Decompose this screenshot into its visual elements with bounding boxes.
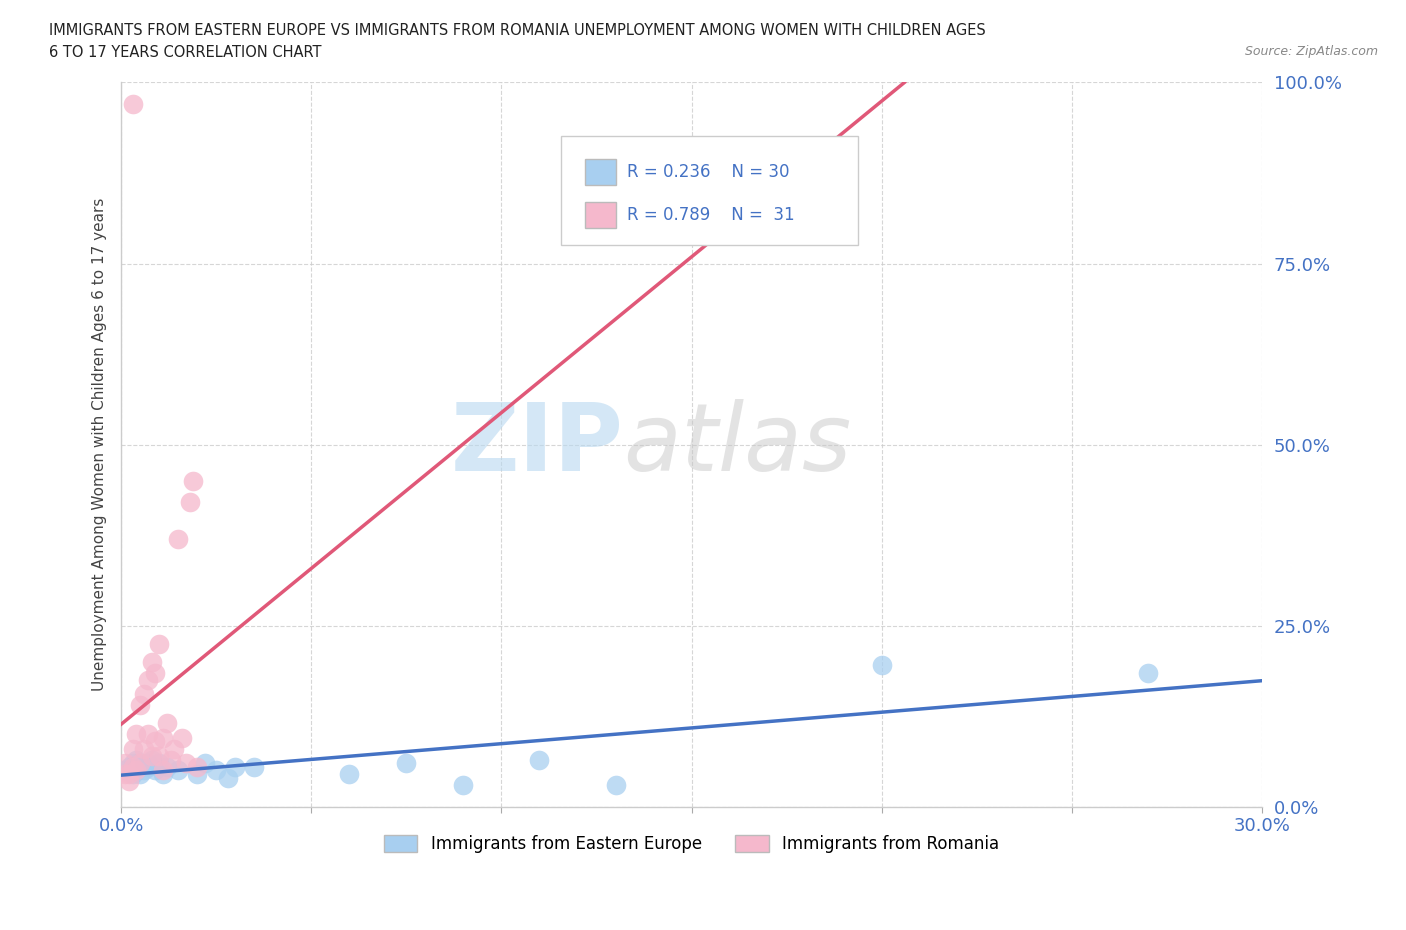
Legend: Immigrants from Eastern Europe, Immigrants from Romania: Immigrants from Eastern Europe, Immigran… [377, 829, 1005, 860]
Point [152, 766, 174, 781]
Point [121, 760, 143, 775]
Point [159, 752, 181, 767]
Point [148, 756, 170, 771]
Point [141, 749, 163, 764]
Point [136, 672, 159, 687]
Point [121, 756, 143, 771]
Text: atlas: atlas [623, 399, 852, 490]
Point [156, 760, 179, 775]
Point [114, 766, 136, 781]
Point [121, 766, 143, 781]
Point [870, 658, 893, 673]
Point [136, 760, 159, 775]
Point [129, 698, 152, 712]
Point [145, 665, 167, 680]
Point [118, 774, 141, 789]
Point [125, 752, 148, 767]
Point [148, 749, 170, 764]
Point [118, 766, 141, 781]
Point [186, 766, 208, 781]
Point [1136, 665, 1159, 680]
Point [129, 756, 152, 771]
Point [605, 777, 627, 792]
Text: R = 0.236    N = 30: R = 0.236 N = 30 [627, 164, 790, 181]
Point [114, 756, 136, 771]
Point [179, 495, 201, 510]
Point [453, 777, 475, 792]
Point [224, 760, 246, 775]
Text: 6 TO 17 YEARS CORRELATION CHART: 6 TO 17 YEARS CORRELATION CHART [49, 45, 322, 60]
Text: Source: ZipAtlas.com: Source: ZipAtlas.com [1244, 45, 1378, 58]
Point [145, 734, 167, 749]
Point [170, 730, 193, 745]
Point [125, 727, 148, 742]
Point [167, 531, 190, 546]
Text: ZIP: ZIP [450, 399, 623, 490]
Point [141, 655, 163, 670]
Point [529, 752, 551, 767]
Point [136, 727, 159, 742]
Point [152, 763, 174, 777]
Y-axis label: Unemployment Among Women with Children Ages 6 to 17 years: Unemployment Among Women with Children A… [93, 198, 107, 691]
Point [132, 687, 155, 702]
Point [132, 763, 155, 777]
Point [148, 636, 170, 651]
Point [174, 756, 197, 771]
Point [243, 760, 266, 775]
Point [141, 752, 163, 767]
Point [132, 741, 155, 756]
Point [163, 741, 186, 756]
Point [129, 766, 152, 781]
Point [125, 763, 148, 777]
Point [145, 763, 167, 777]
Point [395, 756, 418, 771]
Point [121, 741, 143, 756]
Point [337, 766, 360, 781]
Point [194, 756, 217, 771]
Point [129, 760, 152, 775]
Point [217, 770, 239, 785]
Text: IMMIGRANTS FROM EASTERN EUROPE VS IMMIGRANTS FROM ROMANIA UNEMPLOYMENT AMONG WOM: IMMIGRANTS FROM EASTERN EUROPE VS IMMIGR… [49, 23, 986, 38]
Point [125, 763, 148, 777]
Point [118, 760, 141, 775]
Point [152, 730, 174, 745]
Point [205, 763, 228, 777]
Point [167, 763, 190, 777]
Point [183, 473, 205, 488]
Point [186, 760, 208, 775]
Point [121, 97, 143, 112]
Point [136, 756, 159, 771]
Text: R = 0.789    N =  31: R = 0.789 N = 31 [627, 206, 794, 224]
Point [156, 716, 179, 731]
Point [114, 763, 136, 777]
